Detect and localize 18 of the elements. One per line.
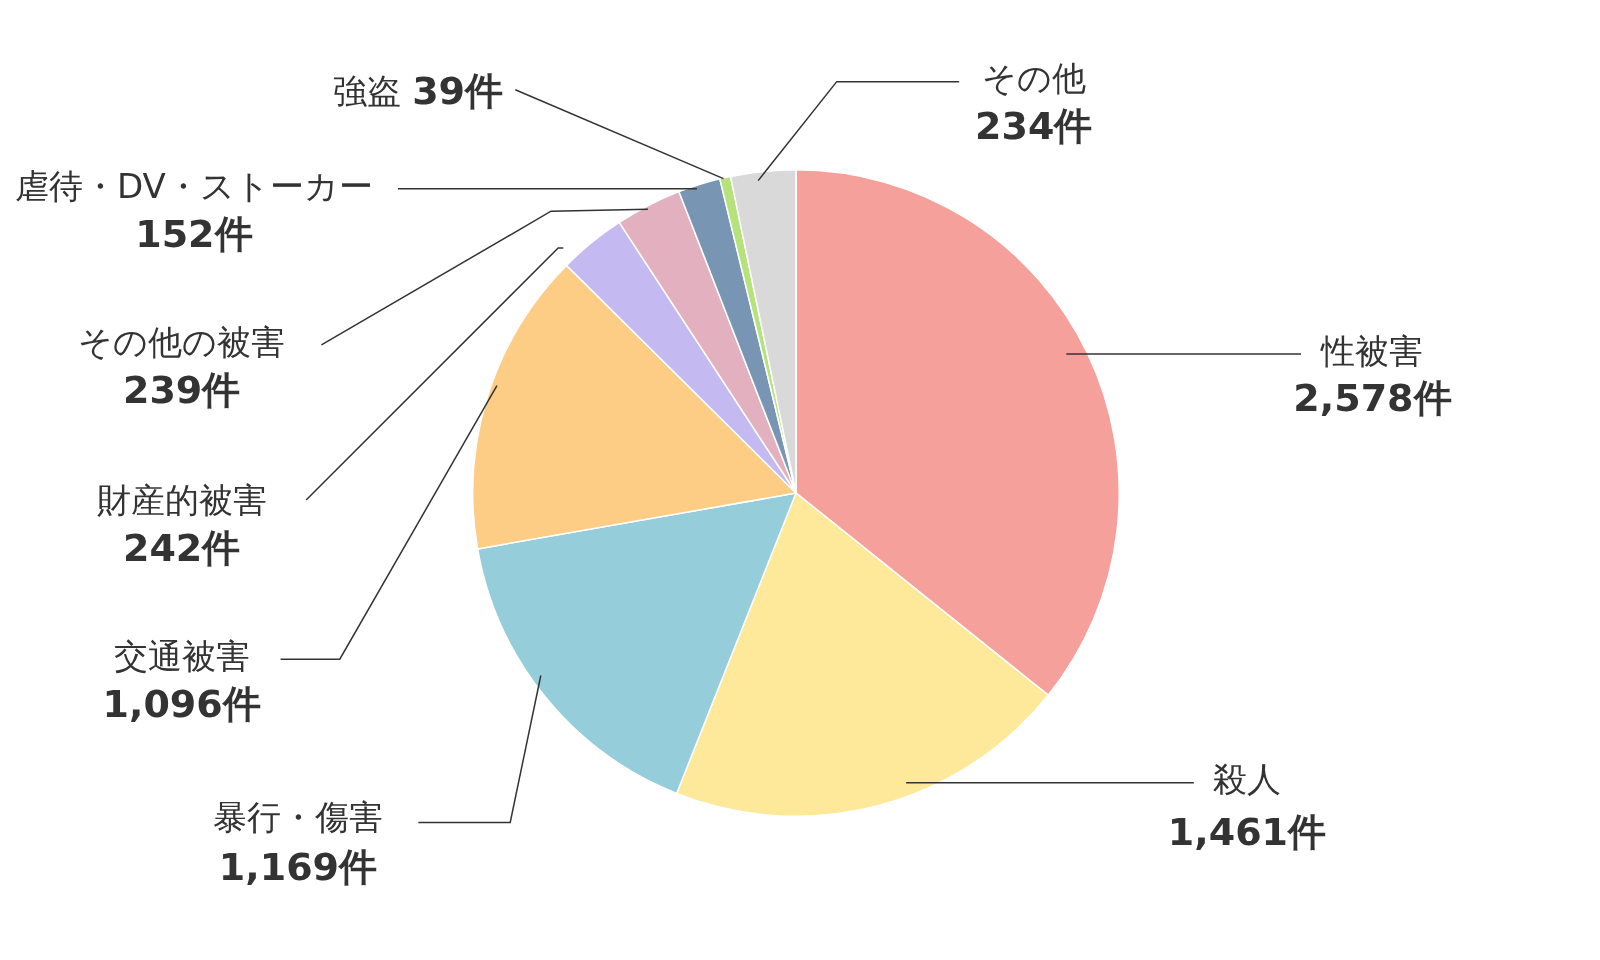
slice-label: 虐待・DV・ストーカー: [14, 165, 373, 206]
data-label: 1,461件: [1167, 809, 1327, 854]
slice-label: その他の被害: [78, 321, 286, 362]
slice-label: 殺人: [1212, 759, 1281, 800]
slice-label: 財産的被害: [96, 479, 267, 520]
slice-label: 性被害: [1320, 330, 1424, 371]
data-label: 242件: [122, 525, 241, 570]
data-label: 152件: [135, 211, 253, 256]
slice-label: 暴行・傷害: [212, 797, 383, 838]
data-label: 1,169件: [218, 845, 378, 890]
slice-label: その他: [981, 58, 1086, 99]
data-label: 39件: [412, 68, 504, 113]
slice-label: 交通被害: [113, 636, 250, 677]
data-label: 234件: [975, 104, 1093, 149]
data-label: 239件: [122, 367, 241, 412]
data-label: 1,096件: [102, 682, 261, 727]
slice-label: 強盗: [333, 70, 413, 111]
data-label: 2,578件: [1293, 375, 1452, 420]
